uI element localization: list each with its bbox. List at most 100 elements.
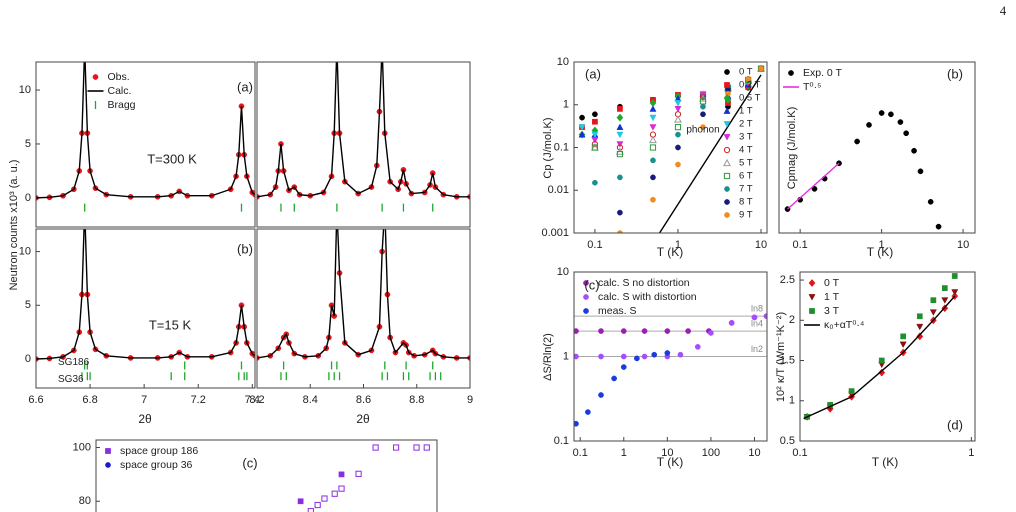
marker (574, 420, 579, 427)
marker (380, 44, 385, 49)
y-tick-label: 10 (557, 266, 569, 278)
annotation: T=300 K (147, 151, 197, 166)
marker (723, 107, 731, 114)
x-tick-label: 8.4 (303, 394, 318, 406)
marker (616, 141, 624, 148)
marker (723, 134, 731, 141)
series-line (787, 162, 840, 210)
marker (616, 144, 624, 151)
marker (355, 470, 362, 477)
legend-label: 8 T (739, 197, 753, 208)
marker (708, 330, 714, 336)
marker (723, 94, 731, 102)
marker (917, 168, 924, 175)
x-axis-label: T (K) (867, 245, 893, 259)
marker (331, 490, 338, 497)
marker (650, 174, 656, 181)
y-axis-label: Neutron counts x10³ (a. u.) (8, 160, 20, 291)
marker (916, 313, 923, 320)
legend-label: Calc. (108, 85, 132, 97)
y-tick-label: 0 (25, 192, 31, 204)
series-label: SG36 (58, 374, 84, 385)
marker (372, 444, 379, 451)
marker (951, 273, 958, 279)
x-tick-label: 1 (621, 447, 627, 459)
marker (611, 375, 617, 382)
chart-panel (256, 44, 471, 228)
y-tick-label: 10 (19, 245, 31, 257)
marker (598, 392, 604, 398)
x-tick-label: 6.6 (28, 394, 43, 406)
marker (677, 351, 684, 358)
x-tick-label: 100 (702, 447, 720, 459)
reference-label: ln2 (751, 344, 763, 354)
series-line (257, 62, 470, 198)
marker (105, 448, 111, 454)
marker (297, 498, 304, 505)
marker (574, 353, 579, 360)
plot-area (257, 44, 470, 212)
legend-label: calc. S with distortion (598, 291, 697, 303)
legend-label: κ₀+αT⁰·⁴ (824, 319, 864, 331)
marker (809, 308, 815, 314)
marker (649, 114, 657, 122)
marker (674, 115, 682, 123)
y-tick-label: 100 (73, 441, 91, 453)
marker (723, 146, 731, 154)
marker (634, 355, 640, 362)
y-tick-label: 0.01 (548, 184, 569, 196)
annotation: T=15 K (149, 317, 192, 332)
x-tick-label: 7.2 (191, 394, 206, 406)
chart-panel: 6.6 6.8 7 7.2 7.4 0 5 10 SG186 SG36 (b) T=15 K 2θ (19, 228, 260, 426)
marker (616, 123, 624, 130)
reference-label: ln4 (751, 318, 763, 328)
page-number: 4 (1000, 3, 1007, 18)
series-line (658, 74, 762, 233)
y-tick-label: 2.5 (780, 274, 795, 286)
marker (616, 131, 624, 139)
marker (338, 471, 345, 478)
legend-label: Exp. 0 T (803, 67, 842, 79)
x-tick-label: 8.6 (356, 394, 371, 406)
plot-area (297, 444, 430, 512)
x-axis-label: 2θ (138, 412, 152, 426)
marker (413, 444, 420, 451)
marker (724, 82, 730, 88)
plot-frame (256, 61, 471, 228)
marker (664, 328, 671, 334)
marker (685, 328, 691, 334)
marker (888, 111, 894, 118)
marker (651, 351, 658, 358)
x-tick-label: 10 (957, 239, 969, 251)
marker (592, 111, 598, 118)
y-tick-label: 1 (563, 350, 569, 362)
panel-label: (b) (947, 66, 963, 81)
legend-label: 5 T (739, 158, 753, 169)
legend-label: T⁰·⁵ (803, 81, 821, 93)
marker (854, 138, 860, 145)
marker (649, 124, 657, 131)
marker (321, 495, 328, 502)
legend-label: 1 T (824, 291, 840, 303)
marker (724, 186, 730, 192)
y-axis-label: Cpmag (J/mol.K) (786, 107, 798, 190)
marker (723, 172, 731, 180)
marker (699, 94, 707, 102)
marker (620, 328, 627, 334)
panel-label: (d) (947, 417, 963, 432)
marker (620, 353, 627, 360)
marker (620, 364, 627, 370)
marker (674, 106, 682, 113)
marker (745, 76, 752, 82)
marker (674, 124, 682, 131)
marker (724, 69, 730, 75)
x-tick-label: 0.1 (793, 239, 808, 251)
marker (598, 353, 604, 360)
x-tick-label: 7 (141, 394, 147, 406)
marker (788, 70, 794, 76)
x-tick-label: 1 (968, 447, 974, 459)
legend-label: space group 186 (120, 445, 198, 457)
marker (724, 212, 730, 218)
marker (929, 309, 937, 316)
